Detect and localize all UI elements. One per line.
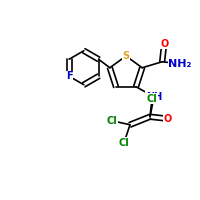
Text: NH₂: NH₂ — [168, 59, 192, 69]
Text: Cl: Cl — [107, 116, 117, 126]
Text: Cl: Cl — [147, 94, 157, 104]
Text: NH: NH — [146, 92, 162, 102]
Text: O: O — [160, 39, 168, 49]
Text: S: S — [122, 51, 130, 61]
Text: Cl: Cl — [119, 138, 129, 148]
Text: O: O — [164, 114, 172, 124]
Text: F: F — [66, 71, 72, 81]
